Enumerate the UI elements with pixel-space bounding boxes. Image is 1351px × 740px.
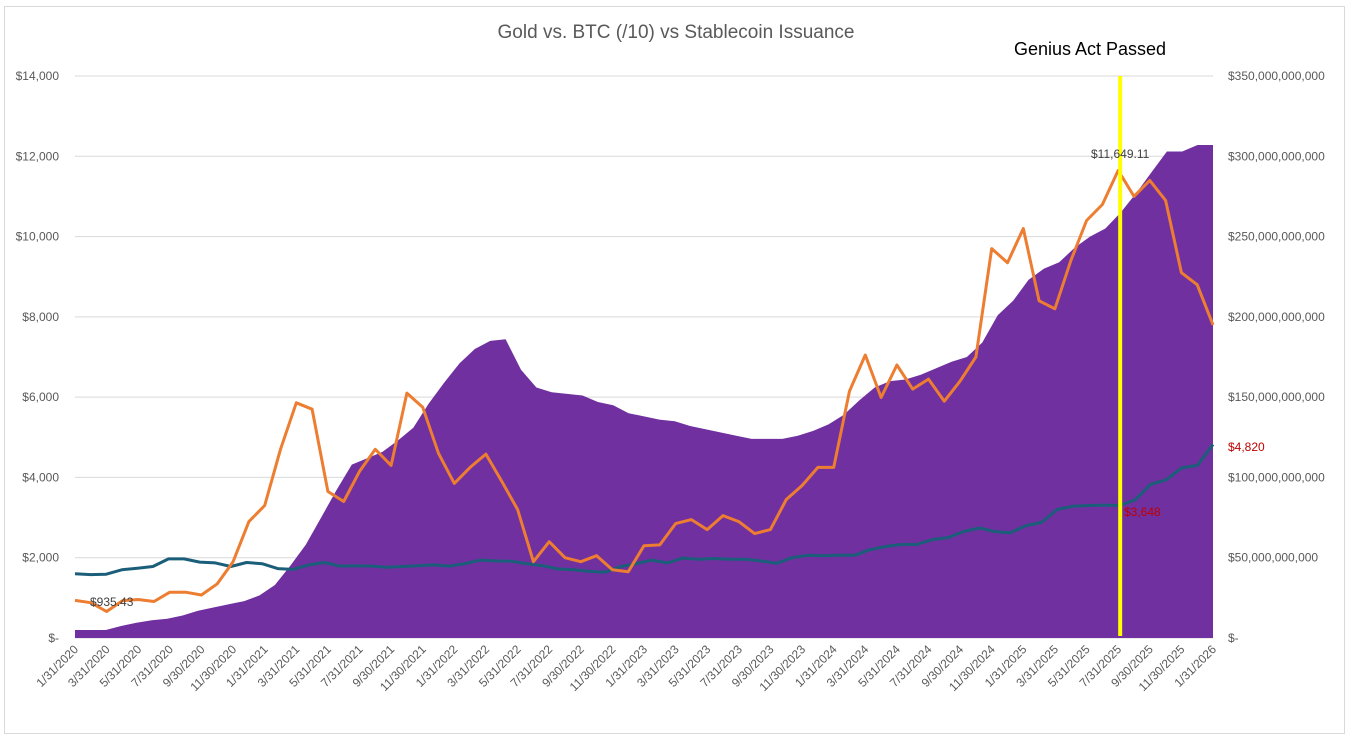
x-axis: 1/31/20203/31/20205/31/20207/31/20209/30… <box>33 642 1219 694</box>
y-left-axis: $- $2,000 $4,000 $6,000 $8,000 $10,000 $12,000… <box>16 69 60 645</box>
y-right-axis: $- $50,000,000,000 $100,000,000,000 $150,00… <box>1228 69 1325 645</box>
y-right-tick-label: $350,000,000,000 <box>1228 69 1325 83</box>
btc-line <box>74 168 1215 613</box>
y-right-tick-label: $- <box>1228 631 1239 645</box>
data-label: $935.43 <box>90 595 134 609</box>
y-left-tick-label: $8,000 <box>22 310 59 324</box>
y-right-tick-label: $150,000,000,000 <box>1228 390 1325 404</box>
y-left-tick-label: $10,000 <box>16 230 60 244</box>
y-right-tick-label: $300,000,000,000 <box>1228 149 1325 163</box>
y-left-tick-label: $- <box>48 631 59 645</box>
y-right-tick-label: $50,000,000,000 <box>1228 551 1318 565</box>
data-label: $4,820 <box>1228 440 1265 454</box>
y-left-tick-label: $4,000 <box>22 470 59 484</box>
chart-title: Gold vs. BTC (/10) vs Stablecoin Issuanc… <box>498 22 855 43</box>
data-label: $11,649.11 <box>1091 147 1150 161</box>
y-right-tick-label: $250,000,000,000 <box>1228 230 1325 244</box>
y-right-tick-label: $200,000,000,000 <box>1228 310 1325 324</box>
y-left-tick-label: $12,000 <box>16 149 60 163</box>
lines-layer <box>74 168 1215 613</box>
data-label: $3,648 <box>1124 505 1161 519</box>
annotations-layer: $935.43 $11,649.11 $4,820 $3,648 Genius Act … <box>90 39 1265 609</box>
y-left-tick-label: $2,000 <box>22 551 59 565</box>
genius-act-label: Genius Act Passed <box>1014 39 1166 59</box>
y-left-tick-label: $14,000 <box>16 69 60 83</box>
y-left-tick-label: $6,000 <box>22 390 59 404</box>
gold-line <box>74 443 1215 577</box>
stablecoin-issuance-area <box>75 145 1213 638</box>
y-right-tick-label: $100,000,000,000 <box>1228 470 1325 484</box>
stablecoin-area-layer <box>75 145 1213 638</box>
